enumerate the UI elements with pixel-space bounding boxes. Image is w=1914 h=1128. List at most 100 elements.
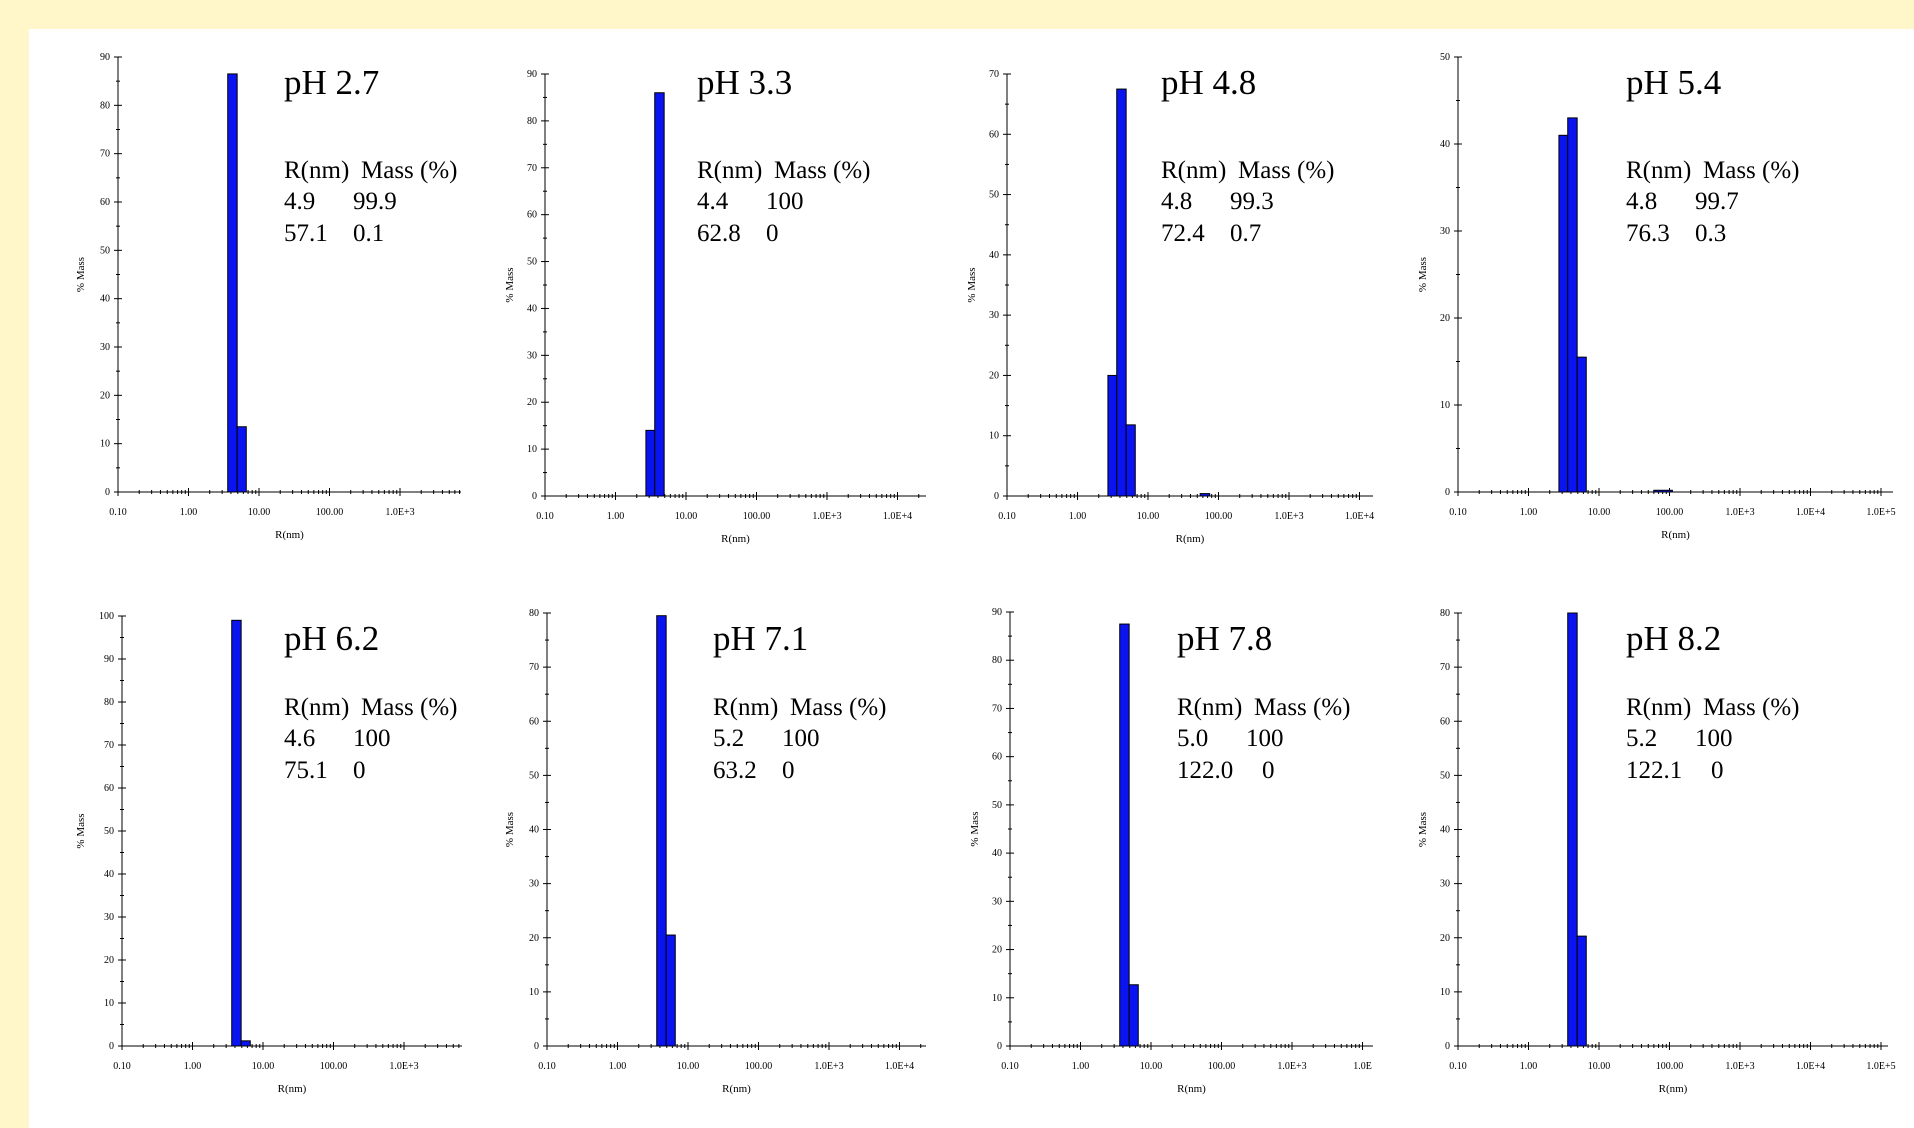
info-row-mass: 0.3 [1695,220,1726,247]
histogram-bar [1558,134,1569,493]
y-tick-label: 40 [529,825,539,836]
x-tick-label: 10.00 [1588,507,1611,518]
x-axis-title: R(nm) [1177,1083,1206,1095]
y-tick-label: 0 [532,491,537,502]
histogram-bar [1107,374,1118,497]
x-tick-label: 1.0E+4 [885,1061,914,1072]
y-tick-label: 50 [100,245,110,256]
histogram-bar [1116,88,1127,497]
histogram-bar [665,934,676,1047]
y-tick-label: 30 [1440,879,1450,890]
chart-title: pH 8.2 [1626,619,1721,658]
chart-title: pH 4.8 [1161,63,1256,102]
figure-panel [29,29,1914,1128]
y-tick-label: 0 [1445,487,1450,498]
x-tick-label: 1.0E+4 [1796,507,1825,518]
info-row-radius: 122.0 [1177,757,1233,784]
y-tick-label: 10 [1440,400,1450,411]
x-tick-label: 1.00 [1520,507,1538,518]
x-tick-label: 1.00 [607,511,625,522]
histogram-bar [1576,356,1587,493]
info-row-mass: 0.1 [353,220,384,247]
y-tick-label: 70 [1440,662,1450,673]
y-tick-label: 40 [1440,825,1450,836]
x-tick-label: 10.00 [1588,1061,1611,1072]
chart-title: pH 5.4 [1626,63,1721,102]
y-tick-label: 20 [527,397,537,408]
info-row-mass: 100 [782,725,820,752]
info-header-mass: Mass (%) [361,694,458,721]
y-tick-label: 10 [104,998,114,1009]
y-tick-label: 50 [1440,770,1450,781]
info-header-mass: Mass (%) [790,694,887,721]
x-tick-label: 1.0E+3 [812,511,841,522]
x-tick-label: 1.0E+4 [883,511,912,522]
y-tick-label: 90 [992,607,1002,618]
y-tick-label: 70 [989,69,999,80]
x-tick-label: 1.00 [1072,1061,1090,1072]
y-tick-label: 50 [104,826,114,837]
x-tick-label: 10.00 [1137,511,1160,522]
x-tick-label: 100.00 [316,507,344,518]
y-tick-label: 20 [992,945,1002,956]
y-tick-label: 30 [529,879,539,890]
info-row-radius: 4.8 [1161,188,1192,215]
info-row-radius: 4.8 [1626,188,1657,215]
x-tick-label: 100.00 [1208,1061,1236,1072]
y-tick-label: 0 [994,491,999,502]
histogram-bar [1567,117,1578,493]
y-tick-label: 30 [100,342,110,353]
info-row-mass: 100 [1695,725,1733,752]
x-tick-label: 0.10 [998,511,1016,522]
x-tick-label: 1.00 [609,1061,627,1072]
y-tick-label: 20 [100,390,110,401]
info-header-mass: Mass (%) [361,157,458,184]
y-tick-label: 70 [527,163,537,174]
info-row-radius: 72.4 [1161,220,1205,247]
y-tick-label: 20 [1440,313,1450,324]
info-row-radius: 57.1 [284,220,328,247]
x-tick-label: 1.0E+5 [1866,1061,1895,1072]
x-tick-label: 1.0E [1353,1061,1372,1072]
histogram-bar [231,619,242,1047]
info-row-radius: 5.2 [1626,725,1657,752]
y-tick-label: 10 [100,439,110,450]
y-tick-label: 60 [992,752,1002,763]
y-tick-label: 30 [1440,226,1450,237]
histogram-bar [236,426,247,493]
histogram-bar [1119,623,1130,1047]
info-row-mass: 100 [353,725,391,752]
y-tick-label: 10 [1440,987,1450,998]
x-tick-label: 0.10 [1449,507,1467,518]
x-tick-label: 1.0E+3 [1725,1061,1754,1072]
x-tick-label: 10.00 [248,507,271,518]
x-tick-label: 0.10 [1449,1061,1467,1072]
info-header-radius: R(nm) [1626,157,1691,184]
y-tick-label: 0 [997,1041,1002,1052]
y-tick-label: 20 [104,955,114,966]
y-axis-title: % Mass [969,811,981,846]
x-tick-label: 1.0E+3 [814,1061,843,1072]
y-tick-label: 20 [989,370,999,381]
x-tick-label: 10.00 [675,511,698,522]
x-tick-label: 1.00 [180,507,198,518]
x-tick-label: 0.10 [113,1061,131,1072]
x-tick-label: 10.00 [1140,1061,1163,1072]
y-tick-label: 30 [104,912,114,923]
histogram-bar [645,429,656,497]
info-row-mass: 99.7 [1695,188,1739,215]
x-tick-label: 0.10 [109,507,127,518]
info-header-mass: Mass (%) [1703,694,1800,721]
info-row-radius: 4.6 [284,725,315,752]
histogram-bar [240,1040,251,1047]
y-tick-label: 10 [529,987,539,998]
y-axis-title: % Mass [1417,257,1429,292]
chart-title: pH 7.1 [713,619,808,658]
chart-title: pH 6.2 [284,619,379,658]
chart-title: pH 7.8 [1177,619,1272,658]
x-tick-label: 1.0E+3 [1277,1061,1306,1072]
info-header-mass: Mass (%) [1254,694,1351,721]
y-tick-label: 0 [534,1041,539,1052]
y-tick-label: 80 [104,697,114,708]
x-tick-label: 100.00 [1656,1061,1684,1072]
